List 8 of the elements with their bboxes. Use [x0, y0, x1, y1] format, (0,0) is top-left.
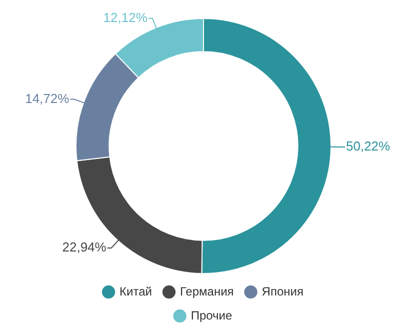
legend-label: Прочие [190, 308, 232, 322]
legend-label: Япония [262, 284, 304, 298]
data-label: 12,12% [103, 10, 148, 25]
legend-label: Китай [120, 284, 152, 298]
data-label: 50,22% [346, 138, 391, 154]
data-label: 22,94% [62, 240, 107, 255]
legend-label: Германия [180, 284, 234, 298]
data-label: 14,72% [25, 90, 70, 106]
